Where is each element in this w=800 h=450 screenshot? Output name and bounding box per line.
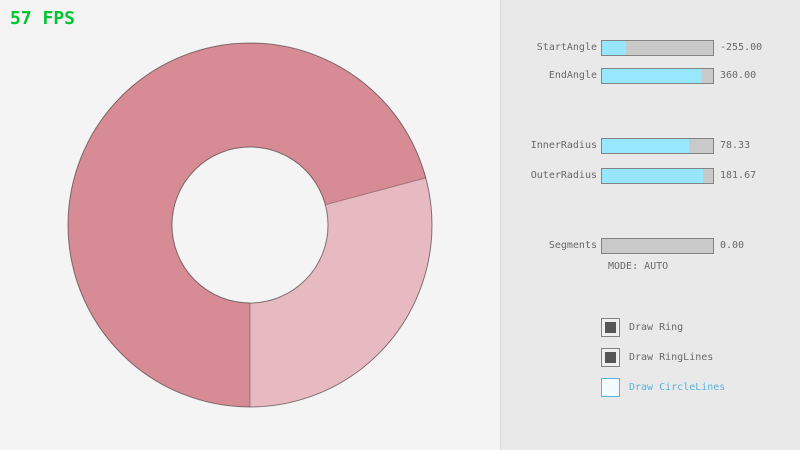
slider-row-outer-radius: OuterRadius 181.67 (501, 168, 800, 184)
outer-radius-slider[interactable] (601, 168, 714, 184)
draw-ring-checkbox[interactable] (601, 318, 620, 337)
segments-mode-text: MODE: AUTO (608, 261, 669, 272)
start-angle-label: StartAngle (536, 42, 597, 53)
segments-slider[interactable] (601, 238, 714, 254)
fps-counter: 57 FPS (10, 8, 76, 29)
inner-radius-label: InnerRadius (530, 140, 597, 151)
outer-radius-slider-fill (602, 169, 703, 183)
inner-radius-slider-fill (602, 139, 689, 153)
slider-row-end-angle: EndAngle 360.00 (501, 68, 800, 84)
ring-overlap-sector (250, 177, 432, 407)
slider-row-segments: Segments 0.00 (501, 238, 800, 254)
checkmark (605, 322, 616, 333)
inner-radius-value: 78.33 (720, 140, 751, 151)
ring-inner-outline (171, 146, 329, 304)
ring-sector-line-right (325, 177, 426, 206)
ring-outer-outline (67, 42, 433, 408)
checkmark (605, 352, 616, 363)
draw-ringlines-checkbox[interactable] (601, 348, 620, 367)
slider-row-inner-radius: InnerRadius 78.33 (501, 138, 800, 154)
draw-ring-label: Draw Ring (629, 322, 684, 333)
slider-row-start-angle: StartAngle -255.00 (501, 40, 800, 56)
controls-panel: StartAngle -255.00 EndAngle 360.00 Inner… (500, 0, 800, 450)
start-angle-value: -255.00 (720, 42, 763, 53)
end-angle-slider[interactable] (601, 68, 714, 84)
start-angle-slider-fill (602, 41, 627, 55)
segments-value: 0.00 (720, 240, 745, 251)
start-angle-slider[interactable] (601, 40, 714, 56)
end-angle-label: EndAngle (548, 70, 597, 81)
draw-ringlines-label: Draw RingLines (629, 352, 714, 363)
checkbox-row-draw-ring: Draw Ring (601, 318, 800, 337)
checkbox-row-draw-circlelines: Draw CircleLines (601, 378, 800, 397)
end-angle-slider-fill (602, 69, 702, 83)
draw-circlelines-checkbox[interactable] (601, 378, 620, 397)
ring-canvas (67, 42, 433, 408)
checkbox-row-draw-ringlines: Draw RingLines (601, 348, 800, 367)
end-angle-value: 360.00 (720, 70, 757, 81)
inner-radius-slider[interactable] (601, 138, 714, 154)
draw-circlelines-label: Draw CircleLines (629, 382, 726, 393)
outer-radius-value: 181.67 (720, 170, 757, 181)
segments-label: Segments (548, 240, 597, 251)
outer-radius-label: OuterRadius (530, 170, 597, 181)
